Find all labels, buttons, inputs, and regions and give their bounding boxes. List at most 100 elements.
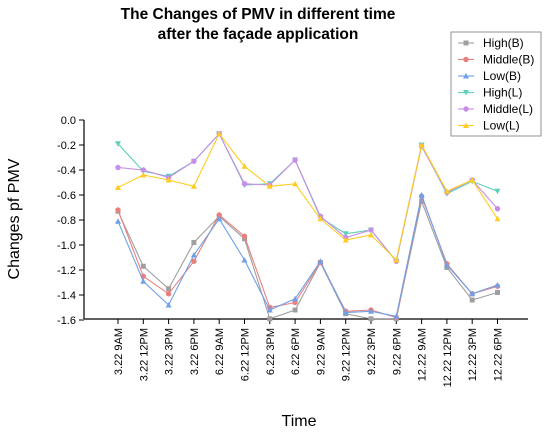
legend-item: Low(B) [458,69,521,83]
data-point [443,188,450,194]
data-point [368,227,374,233]
data-point [495,290,500,295]
data-point [419,198,425,204]
data-point [292,295,299,302]
legend-item: High(B) [458,36,524,50]
legend-label: High(B) [483,36,524,50]
data-point [368,232,374,238]
y-axis-label: Changes pf PMV [6,158,23,279]
x-tick-label: 12.22 6PM [493,328,505,381]
data-point [216,215,223,222]
series-6 [115,130,501,263]
x-tick-label: 3.22 3PM [164,328,176,375]
y-tick-label: -0.2 [57,140,76,152]
data-point [241,181,248,187]
chart-title-line-1: The Changes of PMV in different time [121,6,396,23]
data-point [317,215,324,222]
series-line [117,132,498,263]
legend-item: Middle(L) [458,102,533,116]
data-point [115,164,121,171]
legend-item: High(L) [458,86,522,100]
data-point [266,307,273,313]
legend: High(B) Middle(B) Low(B) High(L) Middle(L) Lo… [450,31,542,137]
legend-label: Middle(L) [483,102,533,116]
legend-label: Low(L) [483,119,520,133]
y-tick-label: -0.4 [57,165,76,177]
data-point [292,180,299,187]
data-point [166,286,172,292]
series-5 [115,131,501,264]
data-point [469,290,476,297]
data-point [165,302,172,308]
x-tick-label: 9.22 9AM [315,328,327,375]
series-1 [115,198,500,322]
data-point [418,142,425,148]
data-point [393,313,400,319]
data-point [191,240,197,245]
data-point [190,252,197,258]
x-tick-label: 3.22 6PM [189,328,201,375]
y-tick-label: -1.4 [57,290,76,302]
x-tick-label: 3.22 12PM [138,328,150,381]
series-3 [115,192,501,319]
data-point [494,188,501,195]
y-tick-label: -1.0 [57,240,76,252]
legend-item: Low(L) [458,119,520,133]
legend-swatch-marker [463,122,469,128]
legend-label: Middle(B) [483,53,534,67]
x-tick-label: 3.22 9AM [113,328,125,375]
data-point [216,130,223,137]
y-tick-label: -0.8 [57,215,76,227]
data-point [443,262,450,268]
data-point [140,278,147,284]
x-tick-label: 6.22 6PM [290,328,302,375]
y-tick-label: -1.2 [57,265,76,277]
data-point [342,231,349,237]
series-line [117,194,498,319]
data-point [368,316,374,322]
legend-item: Middle(B) [458,53,534,67]
data-point [393,257,400,263]
data-point [140,263,146,269]
x-tick-label: 6.22 9AM [214,328,226,375]
data-point [165,177,172,183]
y-tick-label: -1.6 [57,315,76,327]
series-line [117,132,498,262]
series-layer [115,130,501,322]
legend-swatch-marker [463,73,469,79]
data-point [190,183,197,189]
chart-title-line-2: after the façade application [158,26,359,43]
x-tick-label: 6.22 12PM [240,328,252,381]
legend-swatch-marker [463,90,469,96]
y-tick-label: 0.0 [61,115,76,127]
series-line [117,199,498,320]
data-point [342,309,349,315]
data-point [469,177,476,183]
data-point [292,307,298,313]
data-point [140,167,146,173]
data-point [418,192,425,198]
data-point [115,207,121,213]
data-point [368,308,374,314]
data-point [266,183,273,189]
legend-label: High(L) [483,86,522,100]
series-4 [115,131,501,265]
data-point [115,141,121,147]
plot-area: 0.0 -0.2 -0.4 -0.6 -0.8 -1.0 -1.2 -1.4 -1.6 3.22… [57,115,528,387]
x-tick-label: 9.22 3PM [366,328,378,375]
legend-swatch-marker [463,40,469,46]
x-axis-label: Time [282,413,317,430]
data-point [494,282,501,288]
data-point [115,184,121,190]
legend-items: High(B) Middle(B) Low(B) High(L) Middle(L) Lo… [458,36,534,133]
legend-swatch-marker [463,106,469,112]
data-point [140,172,147,178]
x-axis-ticks: 3.22 9AM 3.22 12PM 3.22 3PM 3.22 6PM 6.22 9A… [113,319,505,387]
x-tick-label: 12.22 12PM [442,328,454,387]
legend-label: Low(B) [483,69,521,83]
data-point [241,233,248,239]
legend-swatch-marker [463,56,469,63]
data-point [292,157,298,163]
y-tick-label: -0.6 [57,190,76,202]
